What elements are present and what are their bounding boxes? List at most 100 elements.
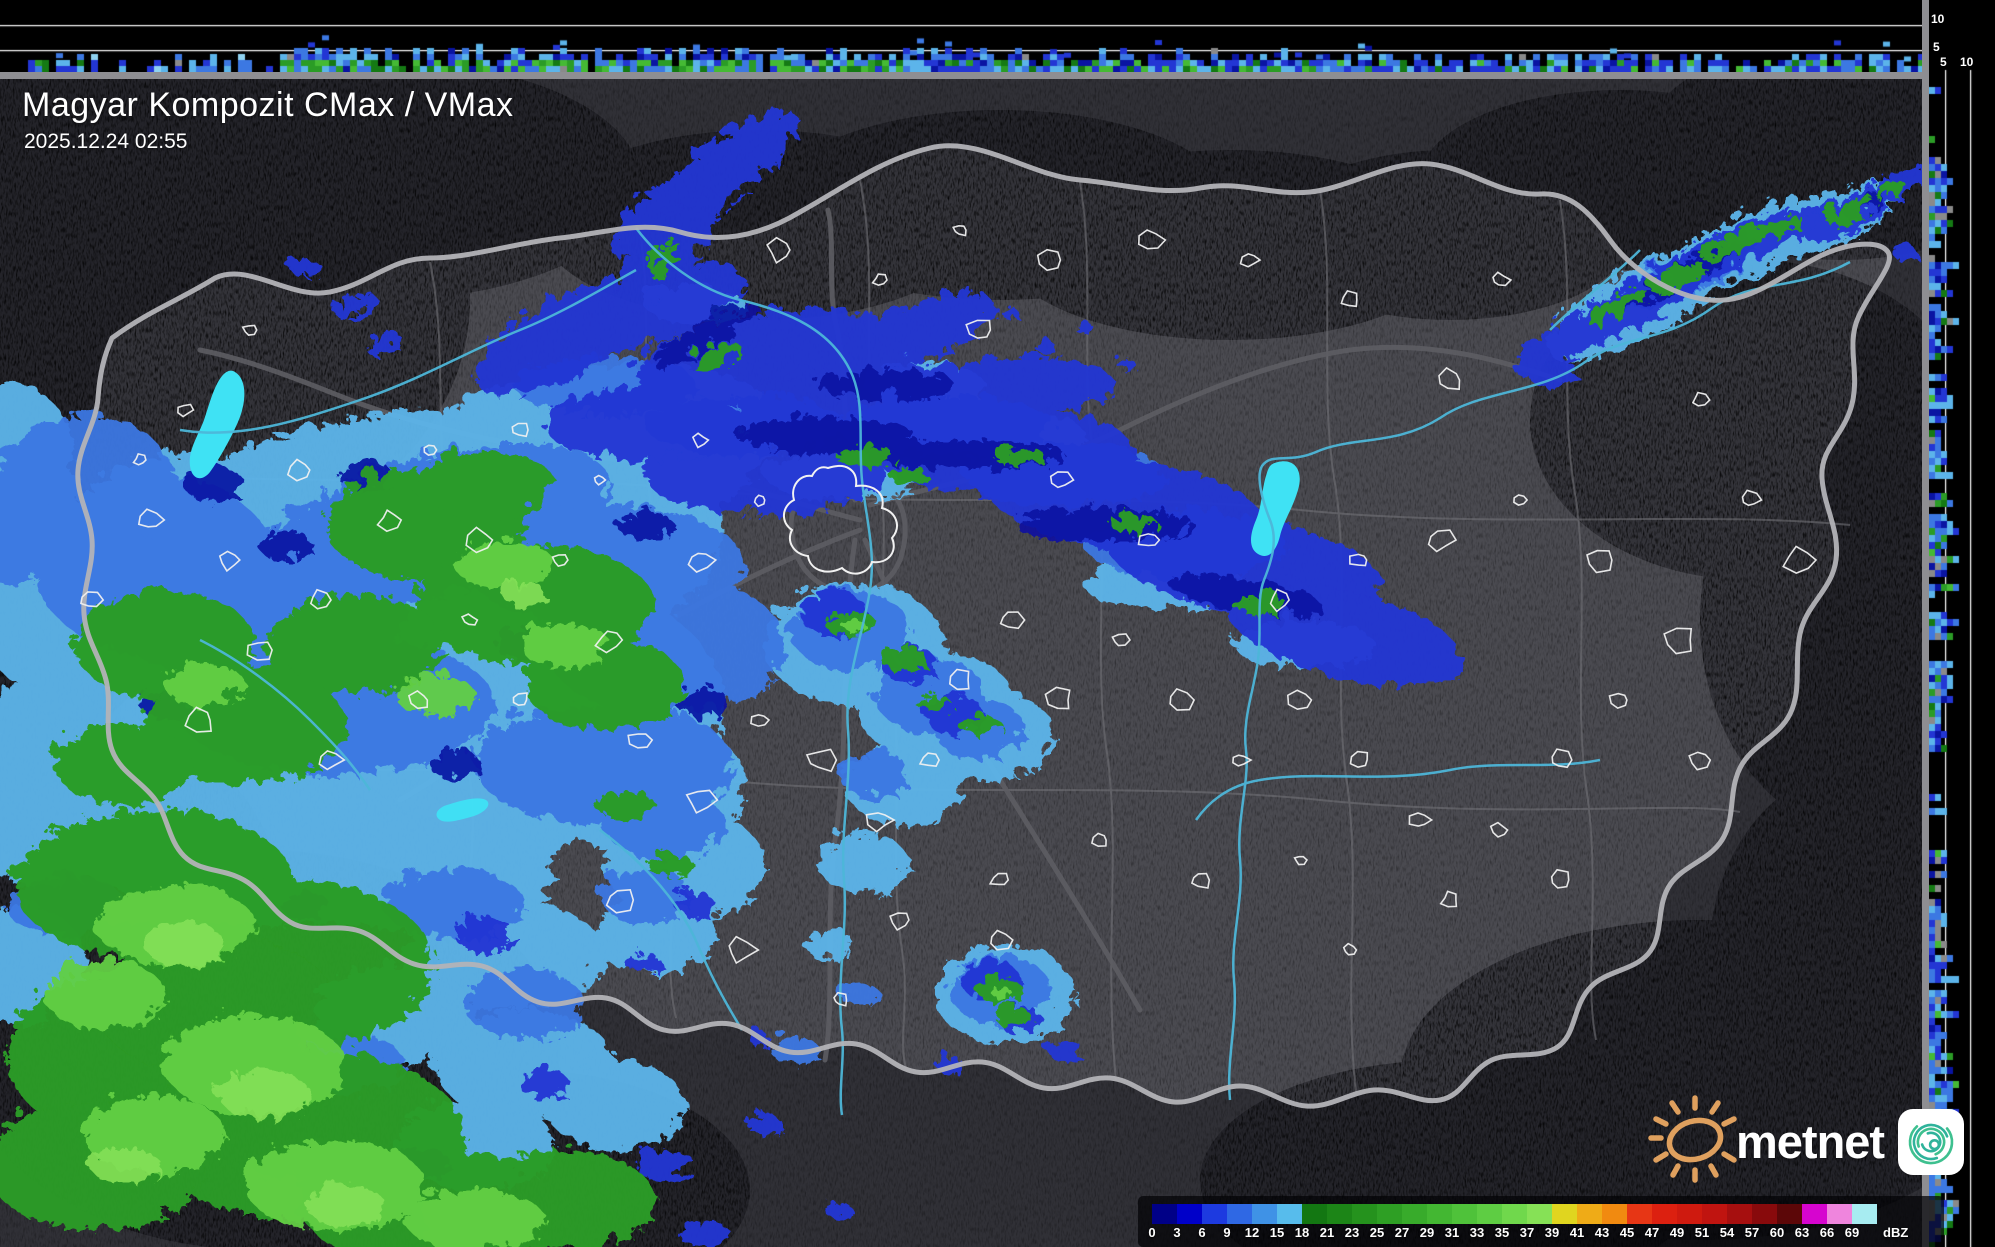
- rivers-layer: [179, 227, 1851, 1116]
- settlement-outline: [286, 458, 311, 482]
- river-danube: [635, 227, 874, 1116]
- settlement-outline: [988, 872, 1010, 886]
- settlement-outline: [407, 689, 429, 710]
- settlement-outline: [512, 692, 528, 707]
- dbz-color-cell: [1252, 1204, 1277, 1224]
- logo-text: metnet: [1736, 1115, 1885, 1168]
- settlement-outline: [691, 432, 710, 449]
- vertical-separator: [1922, 0, 1929, 1247]
- settlement-outline: [1090, 832, 1107, 848]
- dbz-color-cell: [1852, 1204, 1877, 1224]
- settlement-outline: [1137, 533, 1161, 547]
- metnet-logo: metnet: [1648, 1094, 1965, 1189]
- settlement-outline: [1239, 253, 1262, 268]
- dbz-color-cell: [1602, 1204, 1627, 1224]
- legend-tick-label: 39: [1544, 1225, 1560, 1240]
- settlement-outline: [241, 324, 258, 336]
- settlement-outline: [952, 224, 967, 237]
- settlement-outline: [1049, 471, 1075, 489]
- dbz-color-cell: [1827, 1204, 1852, 1224]
- settlement-outline: [593, 474, 607, 486]
- settlement-outline: [1269, 588, 1291, 613]
- metnet-app-icon: [1898, 1108, 1965, 1175]
- dbz-color-cell: [1427, 1204, 1452, 1224]
- budapest-outline: [783, 465, 898, 575]
- settlement-outline: [833, 991, 848, 1007]
- settlement-outline: [218, 550, 241, 573]
- dbz-color-cell: [1577, 1204, 1602, 1224]
- settlement-outline: [132, 452, 147, 466]
- legend-tick-label: 15: [1269, 1225, 1285, 1240]
- settlement-outline: [309, 588, 332, 610]
- right-profile-strip: [1929, 0, 1995, 1247]
- settlement-outline: [1492, 271, 1513, 287]
- horizontal-separator: [0, 72, 1922, 79]
- settlement-outline: [1439, 890, 1458, 908]
- radar-map: [0, 79, 1922, 1247]
- settlement-outline: [1169, 687, 1196, 711]
- settlement-outline: [805, 748, 838, 773]
- settlement-outline: [728, 935, 760, 965]
- settlement-outline: [1348, 553, 1368, 567]
- lake-balaton-tip: [436, 798, 489, 822]
- settlement-outline: [1741, 489, 1763, 507]
- dbz-color-cell: [1502, 1204, 1527, 1224]
- settlement-outline: [460, 613, 479, 626]
- settlement-outline: [246, 641, 273, 661]
- settlement-outline: [965, 319, 992, 339]
- settlement-outline: [1036, 248, 1062, 272]
- settlement-outline: [594, 630, 624, 654]
- legend-tick-label: 25: [1369, 1225, 1385, 1240]
- settlement-outline: [685, 789, 719, 814]
- lake-tisza: [1251, 461, 1300, 556]
- settlement-outline: [865, 812, 896, 833]
- dbz-color-cell: [1452, 1204, 1477, 1224]
- settlement-outline: [1044, 686, 1071, 710]
- right-strip-tick-5: 5: [1940, 55, 1947, 69]
- legend-tick-label: 37: [1519, 1225, 1535, 1240]
- dbz-colorbar: [1152, 1204, 1877, 1224]
- settlement-outline: [1663, 627, 1693, 655]
- top-profile-strip: [0, 0, 1922, 72]
- legend-tick-label: 27: [1394, 1225, 1410, 1240]
- legend-unit-label: dBZ: [1883, 1225, 1909, 1240]
- dbz-color-cell: [1377, 1204, 1402, 1224]
- dbz-color-cell: [1477, 1204, 1502, 1224]
- settlement-outline: [627, 733, 654, 749]
- dbz-color-cell: [1402, 1204, 1427, 1224]
- dbz-color-cell: [1527, 1204, 1552, 1224]
- settlement-outline: [1349, 750, 1369, 768]
- right-strip-tick-10: 10: [1960, 55, 1974, 69]
- dbz-color-cell: [1152, 1204, 1177, 1224]
- settlement-outline: [1137, 229, 1167, 250]
- legend-tick-label: 54: [1719, 1225, 1735, 1240]
- dbz-color-cell: [1677, 1204, 1702, 1224]
- legend-tick-label: 31: [1444, 1225, 1460, 1240]
- legend-tick-label: 51: [1694, 1225, 1710, 1240]
- settlement-outline: [551, 553, 569, 567]
- settlement-outline: [871, 273, 888, 287]
- legend-tick-label: 18: [1294, 1225, 1310, 1240]
- legend-tick-label: 63: [1794, 1225, 1810, 1240]
- top-strip-tick-5: 5: [1933, 40, 1940, 54]
- settlement-outline: [1232, 754, 1253, 767]
- settlement-outline: [1286, 689, 1313, 711]
- settlement-outline: [750, 713, 771, 727]
- settlement-outline: [1427, 529, 1458, 553]
- settlement-outline: [1111, 633, 1132, 647]
- dbz-color-cell: [1627, 1204, 1652, 1224]
- legend-tick-label: 57: [1744, 1225, 1760, 1240]
- dbz-color-cell: [1202, 1204, 1227, 1224]
- settlement-outline: [753, 494, 766, 508]
- settlement-outline: [999, 611, 1026, 630]
- legend-tick-label: 47: [1644, 1225, 1660, 1240]
- precipitation-layer: [0, 108, 1922, 1247]
- legend-tick-label: 3: [1173, 1225, 1181, 1240]
- top-strip-tick-10: 10: [1931, 12, 1945, 26]
- dbz-color-cell: [1552, 1204, 1577, 1224]
- legend-tick-label: 0: [1148, 1225, 1156, 1240]
- settlement-outline: [1489, 821, 1509, 838]
- settlement-outline: [1408, 812, 1434, 827]
- legend-tick-label: 43: [1594, 1225, 1610, 1240]
